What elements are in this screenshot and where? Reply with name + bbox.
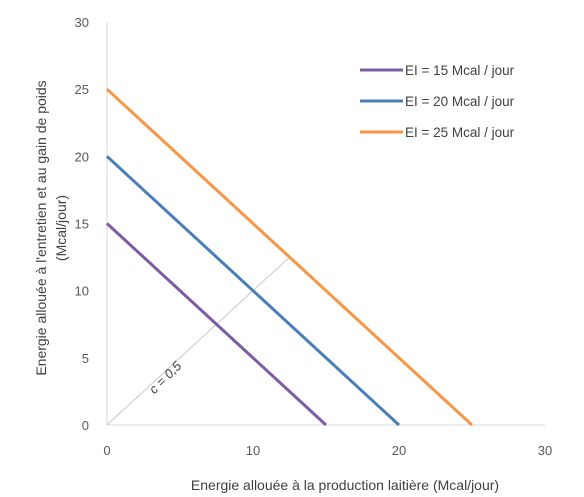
y-tick-label: 10: [75, 284, 89, 299]
y-axis-title-line-1: Energie allouée à l'entretien et au gain…: [33, 80, 49, 375]
series-line: [105, 88, 474, 427]
y-tick-label: 15: [75, 217, 89, 232]
y-tick-label: 30: [75, 15, 89, 30]
series-line: [105, 155, 401, 427]
x-tick-label: 30: [538, 443, 552, 458]
reference-line-label: c = 0,5: [146, 358, 185, 397]
legend-label: EI = 15 Mcal / jour: [405, 63, 515, 78]
y-axis-title-line-2: (Mcal/jour): [53, 195, 69, 261]
y-tick-label: 25: [75, 82, 89, 97]
x-axis-title: Energie allouée à la production laitière…: [191, 477, 499, 493]
x-tick-label: 0: [103, 443, 110, 458]
x-tick-label: 20: [392, 443, 406, 458]
reference-line: [106, 256, 290, 426]
legend-label: EI = 25 Mcal / jour: [405, 125, 515, 140]
reference-line-group: c = 0,5: [106, 256, 290, 426]
series-group: [105, 88, 474, 427]
y-tick-label: 0: [82, 418, 89, 433]
y-tick-label: 20: [75, 149, 89, 164]
y-tick-label: 5: [82, 351, 89, 366]
axes: 0 5 10 15 20 25 30 0 10 20 30: [75, 15, 553, 458]
axis-titles: Energie allouée à la production laitière…: [33, 80, 499, 493]
x-tick-label: 10: [246, 443, 260, 458]
legend-label: EI = 20 Mcal / jour: [405, 94, 515, 109]
legend: EI = 15 Mcal / jour EI = 20 Mcal / jour EI…: [360, 63, 515, 140]
series-line: [105, 222, 328, 427]
